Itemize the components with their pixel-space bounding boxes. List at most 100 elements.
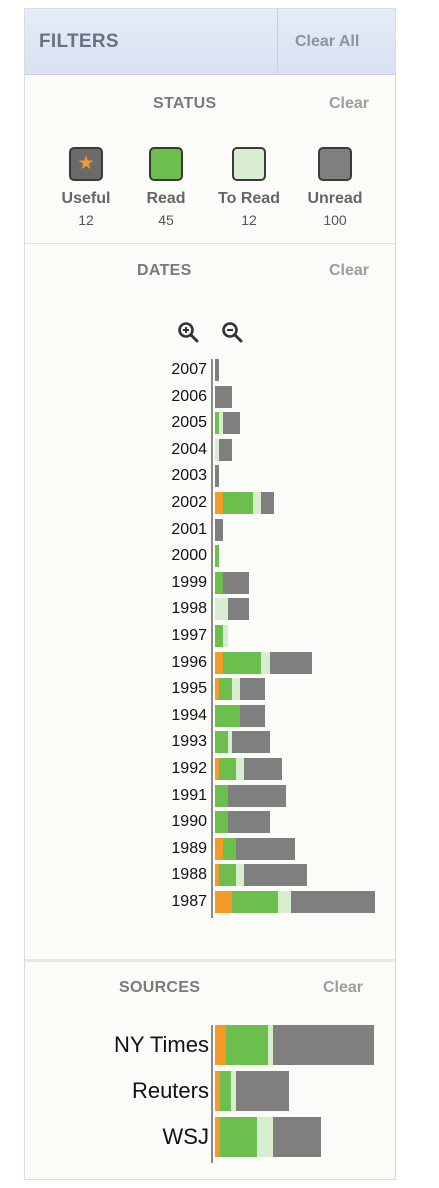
date-bar-to-read[interactable] [215, 598, 228, 621]
date-bar-useful[interactable] [215, 837, 224, 860]
date-bar-unread[interactable] [227, 598, 249, 621]
source-bar-to-read[interactable] [268, 1025, 274, 1065]
date-bar-read[interactable] [215, 545, 220, 568]
year-label[interactable]: 1988 [171, 866, 207, 884]
dates-clear-button[interactable]: Clear [329, 262, 370, 279]
date-bar-read[interactable] [219, 758, 236, 780]
source-bar-useful[interactable] [215, 1025, 226, 1065]
date-bar-unread[interactable] [236, 837, 295, 860]
sources-axis [211, 1025, 213, 1163]
source-bar-unread[interactable] [273, 1025, 374, 1065]
date-bar-to-read[interactable] [236, 864, 245, 887]
year-label[interactable]: 1993 [171, 733, 207, 751]
date-bar-unread[interactable] [215, 465, 220, 488]
year-label[interactable]: 1992 [171, 760, 207, 777]
year-label[interactable]: 1995 [171, 680, 207, 698]
year-label[interactable]: 1996 [171, 653, 207, 671]
source-label[interactable]: Reuters [131, 1078, 209, 1103]
year-label[interactable]: 1997 [171, 627, 207, 644]
date-bar-unread[interactable] [261, 492, 274, 514]
date-bar-unread[interactable] [223, 412, 241, 435]
sources-clear-button[interactable]: Clear [323, 979, 364, 996]
date-bar-unread[interactable] [227, 811, 270, 834]
date-bar-useful[interactable] [215, 864, 220, 887]
year-label[interactable]: 1998 [171, 600, 207, 618]
date-bar-read[interactable] [215, 412, 220, 435]
date-bar-useful[interactable] [215, 678, 220, 701]
date-bar-unread[interactable] [231, 731, 270, 754]
date-bar-useful[interactable] [215, 758, 220, 780]
source-label[interactable]: WSJ [162, 1124, 209, 1149]
date-bar-read[interactable] [215, 784, 228, 807]
year-label[interactable]: 1994 [171, 706, 207, 724]
date-bar-unread[interactable] [219, 438, 232, 461]
date-bar-to-read[interactable] [252, 492, 262, 514]
year-label[interactable]: 1991 [171, 786, 207, 804]
year-label[interactable]: 2001 [171, 520, 207, 538]
status-useful[interactable]: ★ Useful 12 [51, 147, 121, 228]
source-bar-read[interactable] [225, 1025, 268, 1065]
date-bar-to-read[interactable] [261, 651, 270, 674]
year-label[interactable]: 1999 [171, 573, 207, 591]
date-bar-unread[interactable] [240, 678, 266, 701]
date-bar-unread[interactable] [223, 571, 249, 594]
status-clear-button[interactable]: Clear [329, 95, 370, 112]
date-bar-read[interactable] [215, 625, 224, 647]
date-bar-to-read[interactable] [236, 758, 245, 780]
source-bar-to-read[interactable] [230, 1071, 237, 1111]
year-label[interactable]: 2003 [171, 467, 207, 485]
date-bar-read[interactable] [231, 891, 278, 913]
status-to-read[interactable]: To Read 12 [214, 147, 284, 228]
source-bar-unread[interactable] [273, 1117, 321, 1157]
source-bar-read[interactable] [220, 1071, 231, 1111]
date-bar-to-read[interactable] [231, 678, 241, 701]
year-label[interactable]: 2000 [171, 547, 207, 565]
source-bar-unread[interactable] [236, 1071, 290, 1111]
year-label[interactable]: 2006 [171, 387, 207, 405]
star-icon: ★ [77, 153, 95, 174]
date-bar-read[interactable] [215, 731, 228, 754]
year-label[interactable]: 1990 [171, 813, 207, 831]
date-bar-read[interactable] [215, 571, 224, 594]
date-bar-useful[interactable] [215, 492, 224, 514]
source-bar-useful[interactable] [215, 1071, 221, 1111]
year-label[interactable]: 2004 [171, 440, 207, 458]
date-bar-to-read[interactable] [227, 731, 232, 754]
source-bar-to-read[interactable] [257, 1117, 274, 1157]
status-read[interactable]: Read 45 [131, 147, 201, 228]
clear-all-button[interactable]: Clear All [295, 33, 360, 50]
zoom-out-icon[interactable] [221, 321, 243, 343]
date-bar-unread[interactable] [244, 758, 283, 780]
year-label[interactable]: 1987 [171, 893, 207, 910]
date-bar-to-read[interactable] [223, 625, 228, 647]
source-bar-read[interactable] [220, 1117, 258, 1157]
date-bar-to-read[interactable] [219, 412, 224, 435]
date-bar-unread[interactable] [215, 518, 224, 541]
year-label[interactable]: 1989 [171, 839, 207, 857]
date-bar-unread[interactable] [290, 891, 375, 913]
date-bar-read[interactable] [223, 492, 253, 514]
year-label[interactable]: 2005 [171, 414, 207, 432]
status-unread[interactable]: Unread 100 [300, 147, 370, 228]
source-label[interactable]: NY Times [114, 1032, 209, 1057]
date-bar-read[interactable] [219, 678, 232, 701]
date-bar-read[interactable] [223, 837, 236, 860]
date-bar-unread[interactable] [215, 385, 232, 408]
date-bar-unread[interactable] [244, 864, 308, 887]
date-bar-read[interactable] [215, 704, 241, 727]
date-bar-unread[interactable] [240, 704, 266, 727]
year-label[interactable]: 2007 [171, 361, 207, 378]
date-bar-unread[interactable] [269, 651, 312, 674]
date-bar-read[interactable] [223, 651, 262, 674]
date-bar-useful[interactable] [215, 651, 224, 674]
date-bar-read[interactable] [219, 864, 236, 887]
date-bar-read[interactable] [215, 811, 228, 834]
date-bar-to-read[interactable] [215, 438, 220, 461]
year-label[interactable]: 2002 [171, 494, 207, 511]
source-bar-useful[interactable] [215, 1117, 221, 1157]
zoom-in-icon[interactable] [177, 321, 199, 343]
date-bar-useful[interactable] [215, 891, 232, 913]
date-bar-unread[interactable] [215, 359, 220, 381]
date-bar-to-read[interactable] [278, 891, 291, 913]
date-bar-unread[interactable] [227, 784, 287, 807]
